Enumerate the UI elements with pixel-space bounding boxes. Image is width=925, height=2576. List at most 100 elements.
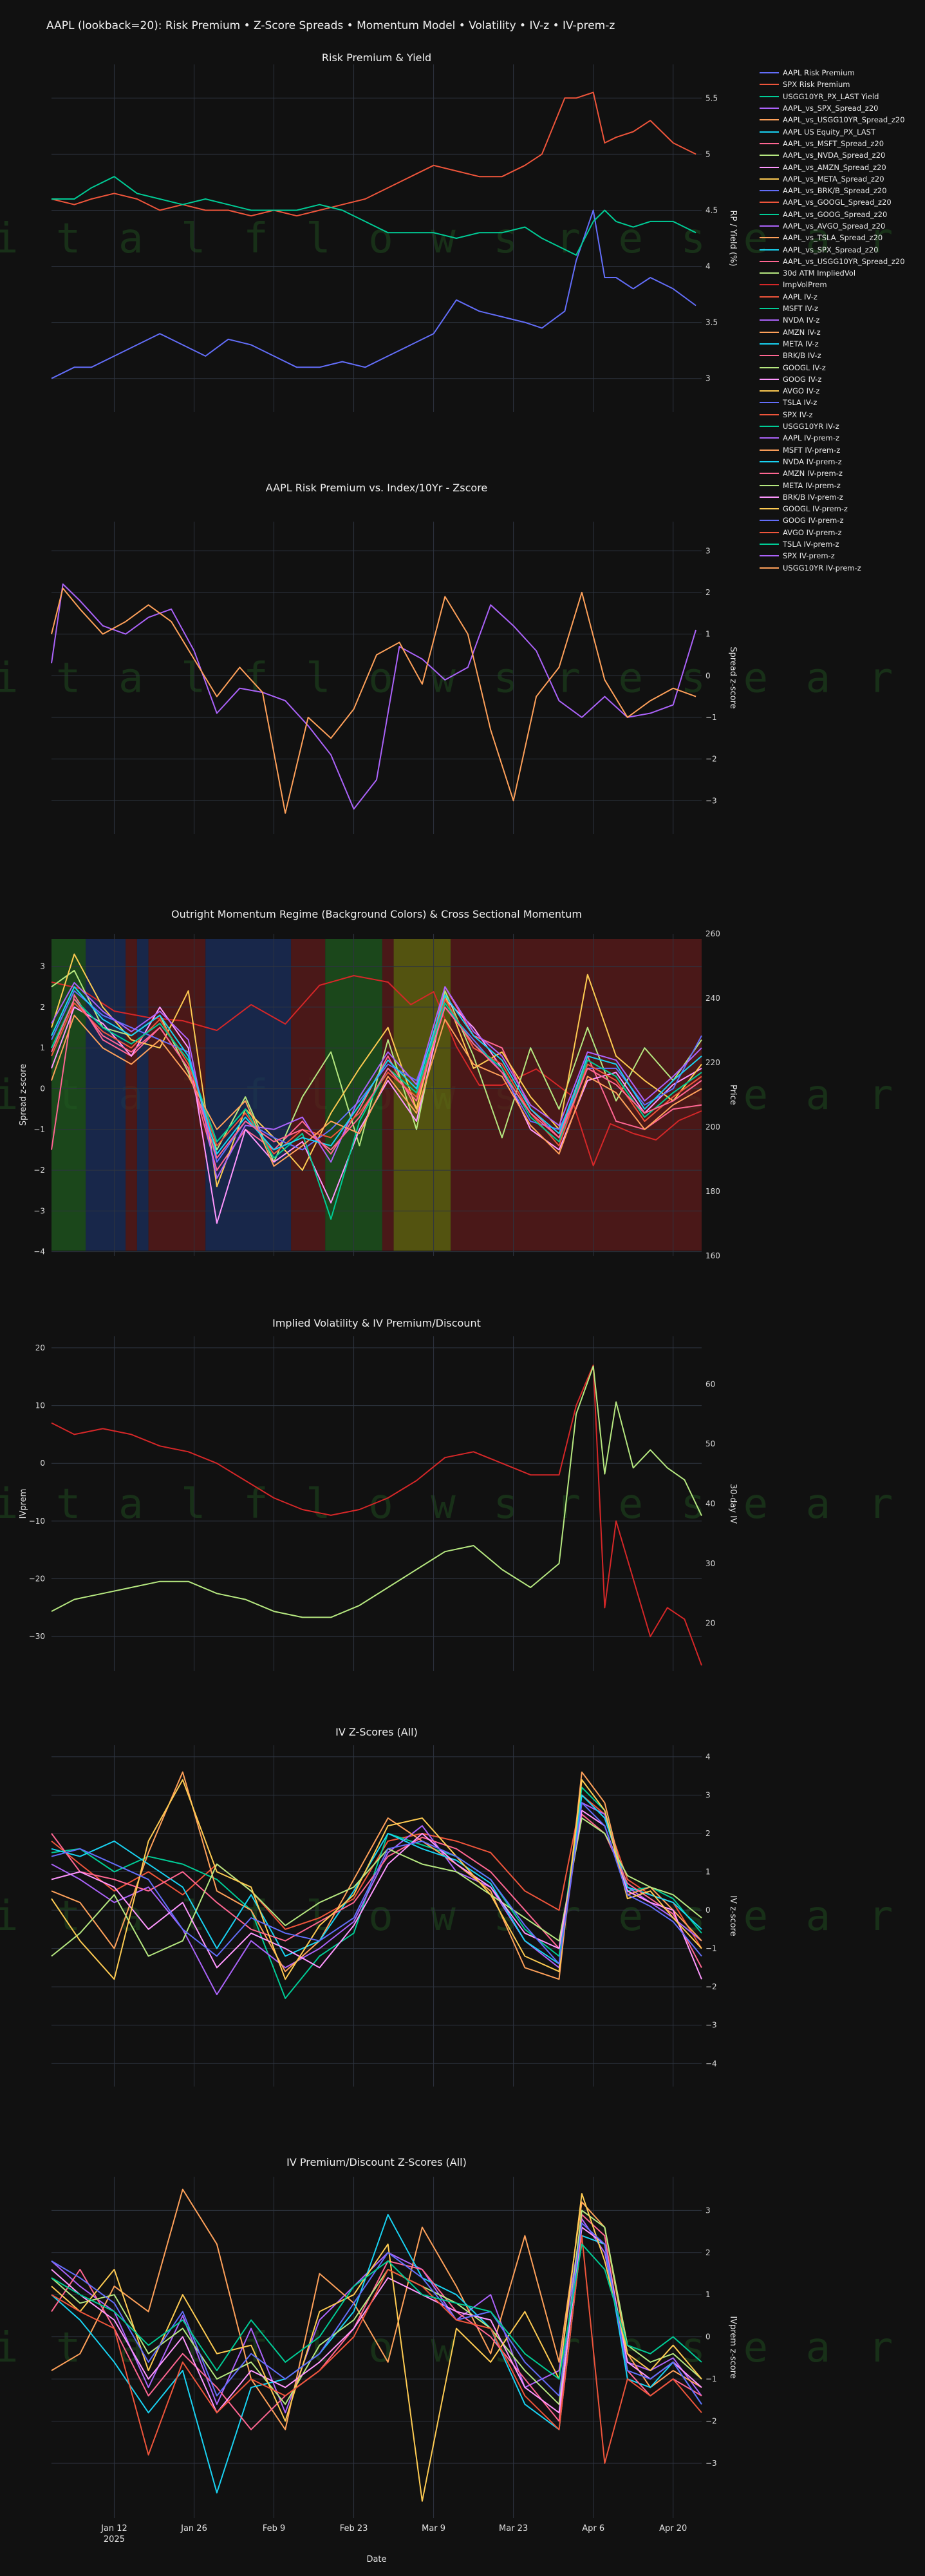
y-tick-label: 0: [40, 1084, 45, 1094]
legend-swatch: [760, 343, 779, 345]
chart-title: Outright Momentum Regime (Background Col…: [171, 908, 582, 920]
y-tick-label: 1: [705, 2290, 711, 2299]
legend-item[interactable]: AAPL_vs_BRK/B_Spread_z20: [760, 185, 905, 196]
legend-item[interactable]: AMZN IV-prem-z: [760, 468, 905, 479]
legend-label: AAPL Risk Premium: [783, 68, 855, 78]
legend-item[interactable]: MSFT IV-prem-z: [760, 444, 905, 456]
y-tick-label: 2: [705, 588, 711, 597]
legend-item[interactable]: AAPL IV-z: [760, 291, 905, 303]
legend-item[interactable]: MSFT IV-z: [760, 303, 905, 314]
legend-label: AAPL_vs_META_Spread_z20: [783, 174, 884, 184]
legend-swatch: [760, 520, 779, 522]
series-line: [51, 975, 702, 1166]
legend-label: AAPL_vs_GOOGL_Spread_z20: [783, 198, 892, 207]
series-line: [51, 91, 696, 217]
legend-swatch: [760, 366, 779, 368]
x-tick-label: Feb 23: [340, 2524, 368, 2533]
legend-swatch: [760, 131, 779, 133]
regime-band: [205, 939, 292, 1251]
legend-item[interactable]: AAPL_vs_USGG10YR_Spread_z20: [760, 114, 905, 126]
x-tick-label: Apr 20: [659, 2524, 687, 2533]
legend-item[interactable]: AAPL_vs_META_Spread_z20: [760, 173, 905, 185]
y-tick-label: 3: [705, 546, 711, 555]
y-tick-label: 2: [40, 1003, 45, 1012]
legend-item[interactable]: TSLA IV-prem-z: [760, 538, 905, 550]
series-line: [51, 209, 696, 379]
chart-panel-6: [51, 2177, 702, 2518]
chart-panel-2: [51, 522, 702, 834]
chart-title: Implied Volatility & IV Premium/Discount: [272, 1317, 481, 1329]
legend-swatch: [760, 260, 779, 262]
chart-title: AAPL Risk Premium vs. Index/10Yr - Zscor…: [265, 482, 488, 494]
legend-item[interactable]: AAPL US Equity_PX_LAST: [760, 126, 905, 137]
legend-item[interactable]: AAPL_vs_GOOGL_Spread_z20: [760, 196, 905, 208]
legend-item[interactable]: SPX IV-prem-z: [760, 550, 905, 562]
y-tick-label: 10: [35, 1401, 45, 1410]
legend-item[interactable]: AAPL Risk Premium: [760, 67, 905, 79]
legend-item[interactable]: GOOGL IV-prem-z: [760, 503, 905, 515]
legend-item[interactable]: AAPL_vs_NVDA_Spread_z20: [760, 149, 905, 161]
y-tick-label-right: 30: [705, 1559, 715, 1568]
legend-item[interactable]: USGG10YR_PX_LAST Yield: [760, 91, 905, 102]
legend-item[interactable]: BRK/B IV-prem-z: [760, 491, 905, 503]
legend-item[interactable]: NVDA IV-prem-z: [760, 456, 905, 468]
legend-swatch: [760, 84, 779, 86]
legend-item[interactable]: AVGO IV-prem-z: [760, 527, 905, 538]
legend-item[interactable]: USGG10YR IV-prem-z: [760, 562, 905, 573]
legend-item[interactable]: AAPL_vs_AVGO_Spread_z20: [760, 220, 905, 232]
legend-swatch: [760, 237, 779, 239]
legend-item[interactable]: SPX IV-z: [760, 409, 905, 421]
legend-swatch: [760, 460, 779, 462]
legend-item[interactable]: AMZN IV-z: [760, 327, 905, 338]
legend-label: ImpVolPrem: [783, 280, 827, 290]
legend-item[interactable]: GOOG IV-prem-z: [760, 515, 905, 526]
y-tick-label-right: 240: [705, 994, 720, 1003]
regime-band: [136, 939, 149, 1251]
y-axis-title: Spread z-score: [728, 647, 738, 708]
y-tick-label: 3.5: [705, 318, 718, 327]
legend-item[interactable]: AAPL IV-prem-z: [760, 432, 905, 444]
legend-swatch: [760, 496, 779, 498]
legend-label: META IV-prem-z: [783, 480, 841, 490]
legend-item[interactable]: TSLA IV-z: [760, 397, 905, 408]
legend-swatch: [760, 402, 779, 404]
y-tick-label: 2: [705, 1829, 711, 1838]
watermark-text: w w w . c a p i t a l f l o w s r e s e …: [0, 1481, 925, 1528]
legend-label: GOOGL IV-prem-z: [783, 504, 848, 514]
legend-swatch: [760, 166, 779, 168]
y-tick-label: 4.5: [705, 205, 718, 214]
y-tick-label: 5: [705, 149, 711, 158]
series-line: [51, 998, 702, 1220]
x-tick-label: Jan 12: [100, 2524, 127, 2533]
legend-item[interactable]: SPX Risk Premium: [760, 79, 905, 90]
legend-item[interactable]: AAPL_vs_AMZN_Spread_z20: [760, 161, 905, 173]
y-tick-label: 4: [705, 262, 711, 271]
legend-item[interactable]: USGG10YR IV-z: [760, 421, 905, 432]
legend-item[interactable]: BRK/B IV-z: [760, 350, 905, 361]
legend-item[interactable]: META IV-z: [760, 338, 905, 350]
legend-item[interactable]: AAPL_vs_SPX_Spread_z20: [760, 243, 905, 255]
legend-label: AAPL_vs_TSLA_Spread_z20: [783, 233, 883, 243]
legend-item[interactable]: AAPL_vs_MSFT_Spread_z20: [760, 138, 905, 149]
legend-label: USGG10YR_PX_LAST Yield: [783, 91, 879, 101]
legend-item[interactable]: AVGO IV-z: [760, 385, 905, 397]
legend-swatch: [760, 202, 779, 204]
series-line: [51, 587, 696, 814]
legend-item[interactable]: AAPL_vs_GOOG_Spread_z20: [760, 209, 905, 220]
legend-label: AVGO IV-prem-z: [783, 527, 842, 537]
series-line: [51, 1802, 702, 1965]
legend-item[interactable]: ImpVolPrem: [760, 279, 905, 290]
legend-item[interactable]: GOOGL IV-z: [760, 361, 905, 373]
legend-label: AAPL_vs_AMZN_Spread_z20: [783, 162, 886, 172]
legend-item[interactable]: 30d ATM ImpliedVol: [760, 267, 905, 279]
legend-item[interactable]: META IV-prem-z: [760, 479, 905, 491]
y-tick-label: −2: [33, 1166, 45, 1175]
legend-item[interactable]: AAPL_vs_USGG10YR_Spread_z20: [760, 256, 905, 267]
legend-item[interactable]: AAPL_vs_SPX_Spread_z20: [760, 102, 905, 114]
legend-item[interactable]: NVDA IV-z: [760, 314, 905, 326]
legend-item[interactable]: AAPL_vs_TSLA_Spread_z20: [760, 232, 905, 243]
legend-swatch: [760, 390, 779, 392]
x-tick-label: Feb 9: [263, 2524, 285, 2533]
x-axis-title: Date: [366, 2555, 386, 2564]
legend-item[interactable]: GOOG IV-z: [760, 374, 905, 385]
